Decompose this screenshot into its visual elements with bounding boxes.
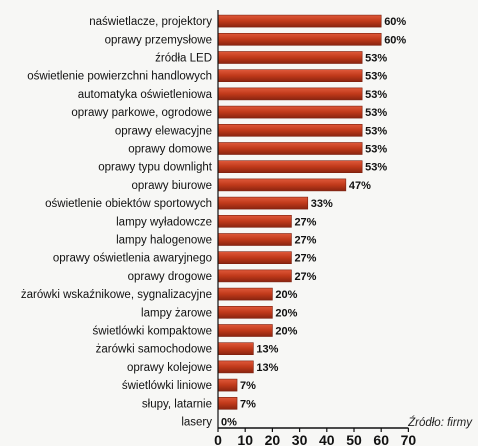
bar (217, 305, 273, 319)
category-label: naświetlacze, projektory (89, 16, 212, 28)
bar (217, 396, 238, 410)
category-label: lampy żarowe (141, 307, 212, 319)
category-label: źródła LED (155, 53, 212, 65)
bar (217, 142, 363, 155)
value-label: 53% (365, 162, 387, 174)
value-label: 27% (294, 271, 316, 283)
value-label: 60% (384, 16, 406, 28)
category-label: świetlówki liniowe (122, 380, 212, 392)
value-labels: 60% 60% 53% 53% 53% 53% 53% 53% 53% 47% 33% 27% 27% 2… (221, 16, 406, 428)
value-label: 13% (256, 362, 278, 374)
bar (217, 32, 382, 46)
value-label: 60% (384, 34, 406, 46)
value-label: 20% (275, 289, 297, 301)
bar (217, 360, 254, 374)
x-tick-label: 20 (265, 432, 281, 446)
category-label: żarówki wskaźnikowe, sygnalizacyjne (21, 289, 212, 301)
category-label: oprawy drogowe (128, 271, 212, 283)
category-label: automatyka oświetleniowa (78, 89, 213, 101)
category-label: lampy wyładowcze (116, 216, 212, 228)
bar (217, 105, 363, 119)
bar (217, 51, 363, 64)
bar (217, 69, 363, 82)
value-label: 7% (240, 398, 256, 410)
value-label: 20% (275, 326, 297, 338)
x-tick-label: 60 (373, 432, 389, 446)
category-label: oprawy domowe (128, 144, 212, 156)
bar (217, 233, 292, 246)
category-label: oprawy przemysłowe (105, 34, 212, 46)
bar (217, 14, 382, 28)
value-label: 53% (365, 53, 387, 65)
bar (217, 342, 254, 356)
value-label: 53% (365, 89, 387, 101)
bar (217, 124, 363, 137)
category-label: świetlówki kompaktowe (92, 326, 212, 338)
category-label: żarówki samochodowe (96, 344, 212, 356)
value-label: 27% (294, 235, 316, 247)
category-label: oprawy kolejowe (127, 362, 212, 374)
x-tick-label: 10 (237, 432, 253, 446)
category-label: oprawy biurowe (131, 180, 212, 192)
value-label: 53% (365, 125, 387, 137)
value-label: 47% (349, 180, 371, 192)
bar (217, 178, 347, 192)
category-label: oprawy typu downlight (98, 162, 213, 174)
category-label: oprawy oświetlenia awaryjnego (53, 253, 212, 265)
value-label: 27% (294, 216, 316, 228)
bar (217, 324, 273, 337)
category-label: lasery (181, 417, 212, 429)
bar (217, 269, 292, 283)
bar (217, 160, 363, 173)
value-label: 53% (365, 144, 387, 156)
x-tick-label: 50 (346, 432, 362, 446)
category-label: oprawy elewacyjne (115, 125, 212, 137)
x-tick-label: 30 (292, 432, 308, 446)
value-label: 7% (240, 380, 256, 392)
bar (217, 87, 363, 101)
value-label: 0% (221, 417, 237, 429)
category-label: słupy, latarnie (142, 398, 212, 410)
value-label: 53% (365, 107, 387, 119)
bar (217, 287, 273, 301)
x-axis: 0 10 20 30 40 50 60 70 (214, 10, 416, 446)
category-label: lampy halogenowe (116, 235, 212, 247)
category-label: oprawy parkowe, ogrodowe (71, 107, 212, 119)
category-label: oświetlenie powierzchni handlowych (27, 71, 212, 83)
value-label: 53% (365, 71, 387, 83)
bar (217, 196, 309, 210)
value-label: 33% (311, 198, 333, 210)
x-tick-label: 0 (214, 432, 222, 446)
value-label: 20% (275, 307, 297, 319)
category-labels: naświetlacze, projektory oprawy przemysło… (21, 16, 213, 428)
category-label: oświetlenie obiektów sportowych (45, 198, 212, 210)
bar (217, 378, 238, 392)
bar (217, 215, 292, 228)
x-tick-label: 70 (401, 432, 417, 446)
bar (217, 251, 292, 264)
x-tick-label: 40 (319, 432, 335, 446)
value-label: 27% (294, 253, 316, 265)
source-note: Źródło: firmy (407, 416, 473, 429)
bars-layer (217, 14, 382, 410)
value-label: 13% (256, 344, 278, 356)
